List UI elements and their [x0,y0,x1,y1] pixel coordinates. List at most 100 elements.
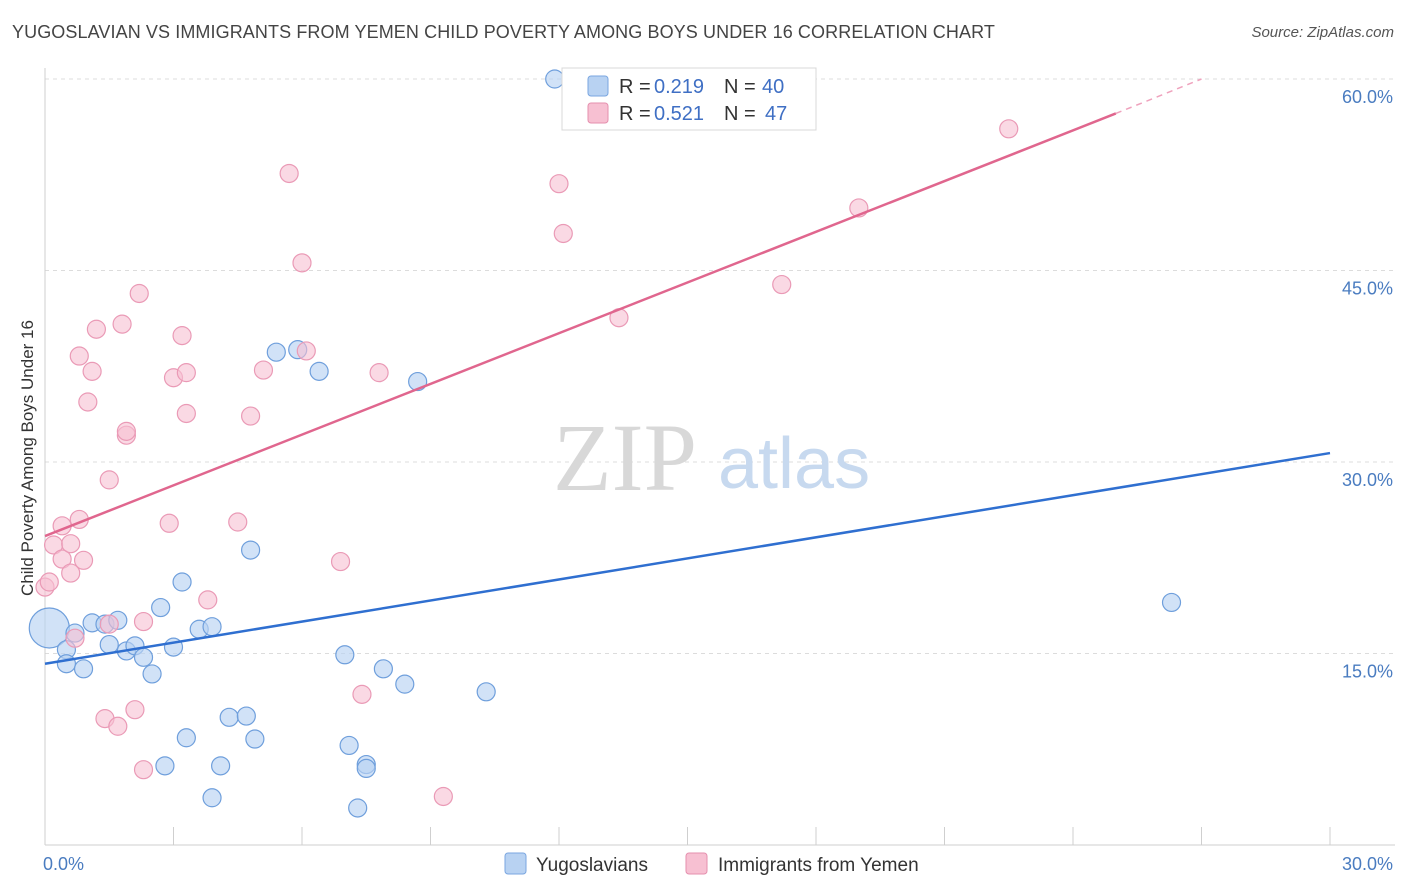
series-legend: Yugoslavians Immigrants from Yemen [504,852,919,876]
yugoslavian-point-21 [219,707,239,727]
yemen-point-11 [78,392,98,412]
yemen-point-44 [772,274,792,295]
yugoslavian-point-30 [335,645,355,665]
watermark-zip: ZIP [553,404,697,511]
yemen-point-33 [253,360,274,380]
yemen-point-16 [99,470,119,490]
yugoslavian-point-4 [73,659,94,679]
yugoslavian-point-19 [155,756,175,776]
legend-n-value-2: 47 [765,103,787,125]
yemen-point-20 [116,421,136,441]
yemen-point-13 [86,319,107,339]
yugoslavian-point-25 [241,540,261,560]
yemen-point-25 [159,513,179,533]
yugoslavian-point-12 [142,664,162,684]
yugoslavian-point-26 [266,342,286,362]
trend-line-yemen [44,112,1117,538]
bottom-legend-swatch-yemen [685,852,708,875]
yemen-point-12 [82,361,102,381]
yugoslavian-point-38 [545,69,565,89]
yemen-point-27 [172,326,192,346]
yemen-point-32 [241,406,261,426]
yugoslavian-point-13 [151,597,171,618]
yemen-point-5 [61,534,81,554]
yemen-point-28 [176,403,196,424]
yemen-point-34 [279,163,299,184]
bottom-legend-swatch-yugoslavians [504,852,527,875]
yemen-point-39 [369,363,389,383]
yemen-point-30 [198,590,218,610]
y-tick-label-0: 15.0% [1342,662,1393,682]
yugoslavian-point-35 [395,674,415,694]
yemen-point-46 [999,119,1019,139]
watermark-atlas: atlas [718,424,870,504]
tick-labels: 15.0% 30.0% 45.0% 60.0% 0.0% 30.0% [43,87,1393,874]
yugoslavian-point-11 [133,647,154,667]
yemen-point-17 [108,716,128,736]
yemen-point-18 [112,314,132,334]
series-yemen-points [35,119,1019,807]
yemen-point-41 [549,174,569,194]
yugoslavian-point-15 [172,572,192,592]
yugoslavian-point-28 [309,361,329,381]
yemen-point-15 [99,614,119,634]
yugoslavian-point-39 [1161,592,1182,613]
bottom-legend-yugoslavians: Yugoslavians [536,855,648,876]
x-tick-label-1: 30.0% [1342,854,1393,874]
yemen-point-36 [296,341,316,361]
yemen-point-6 [61,563,81,583]
legend-n-label-1: N = [724,76,756,98]
bottom-legend-yemen: Immigrants from Yemen [718,855,919,876]
legend-r-label-1: R = [619,76,651,98]
yugoslavian-point-22 [236,706,256,726]
yemen-point-35 [292,253,312,273]
grid-lines [45,78,1395,654]
yugoslavian-point-32 [356,758,376,779]
legend-r-value-1: 0.219 [654,76,704,98]
yugoslavian-point-33 [348,798,368,818]
yemen-point-21 [125,700,145,720]
yemen-point-24 [133,611,154,632]
yugoslavian-point-18 [176,728,196,748]
source-credit: Source: ZipAtlas.com [1251,24,1394,41]
yemen-point-29 [176,363,196,383]
yemen-point-40 [433,786,453,807]
yemen-point-38 [352,684,372,704]
legend-n-value-1: 40 [762,76,784,98]
yemen-point-7 [65,628,85,648]
yemen-point-42 [553,223,573,244]
yugoslavian-point-8 [99,634,119,655]
yugoslavian-point-34 [373,659,393,679]
yemen-point-10 [73,550,94,570]
y-tick-label-1: 30.0% [1342,470,1393,490]
yugoslavian-point-3 [56,654,77,674]
yugoslavian-point-17 [202,617,222,637]
legend-swatch-yugoslavians [587,75,609,97]
yemen-point-22 [129,283,149,304]
trend-line-yemen-extension [1115,78,1202,115]
yemen-point-4 [52,549,72,569]
legend-swatch-yemen [587,102,609,124]
yugoslavian-point-37 [476,682,496,702]
yemen-point-8 [69,346,89,366]
correlation-legend: R = 0.219 N = 40 R = 0.521 N = 47 [561,67,817,131]
yugoslavian-point-20 [211,756,231,776]
yemen-point-23 [133,760,154,780]
yugoslavian-point-23 [245,729,265,749]
legend-n-label-2: N = [724,103,756,125]
yemen-point-37 [330,551,351,572]
yemen-point-31 [228,512,248,532]
y-axis-title: Child Poverty Among Boys Under 16 [18,320,37,596]
legend-r-label-2: R = [619,103,651,125]
watermark: ZIP atlas [553,404,870,511]
legend-r-value-2: 0.521 [654,103,704,125]
yugoslavian-point-24 [202,788,222,808]
chart-title: YUGOSLAVIAN VS IMMIGRANTS FROM YEMEN CHI… [12,22,995,42]
yugoslavian-point-29 [339,735,359,756]
axes [44,68,1395,846]
x-tick-label-0: 0.0% [43,854,84,874]
y-tick-label-3: 60.0% [1342,87,1393,107]
trend-lines [44,78,1331,665]
y-tick-label-2: 45.0% [1342,279,1393,299]
